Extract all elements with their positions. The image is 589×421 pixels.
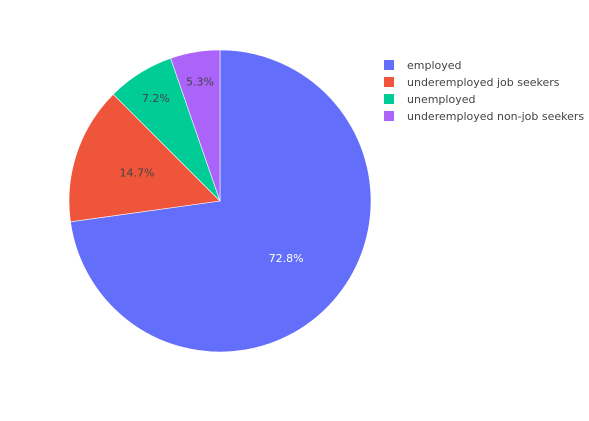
legend-swatch [384,60,394,70]
pie-slice-employed[interactable] [70,49,372,353]
legend-swatch [384,94,394,104]
pie-slice-label-underemployed-non-job-seekers: 5.3% [186,75,214,88]
pie-slice-labels: 72.8% 14.7% 7.2% 5.3% [119,75,303,265]
legend-label: employed [407,58,462,72]
legend-swatch [384,111,394,121]
pie-slices [68,49,372,353]
legend-item-underemployed-job-seekers[interactable]: underemployed job seekers [384,74,584,90]
pie-slice-label-employed: 72.8% [269,252,304,265]
legend-swatch [384,77,394,87]
pie-slice-underemployed-job-seekers[interactable] [68,93,221,223]
legend-label: underemployed non-job seekers [407,109,585,123]
pie-slice-label-underemployed-job-seekers: 14.7% [119,167,154,180]
legend: employed underemployed job seekers unemp… [384,57,584,125]
legend-item-underemployed-non-job-seekers[interactable]: underemployed non-job seekers [384,108,584,124]
pie-slice-label-unemployed: 7.2% [142,92,170,105]
legend-item-employed[interactable]: employed [384,57,584,73]
legend-label: unemployed [407,92,476,106]
legend-label: underemployed job seekers [407,75,560,89]
pie-slice-underemployed-non-job-seekers[interactable] [170,49,221,202]
legend-item-unemployed[interactable]: unemployed [384,91,584,107]
